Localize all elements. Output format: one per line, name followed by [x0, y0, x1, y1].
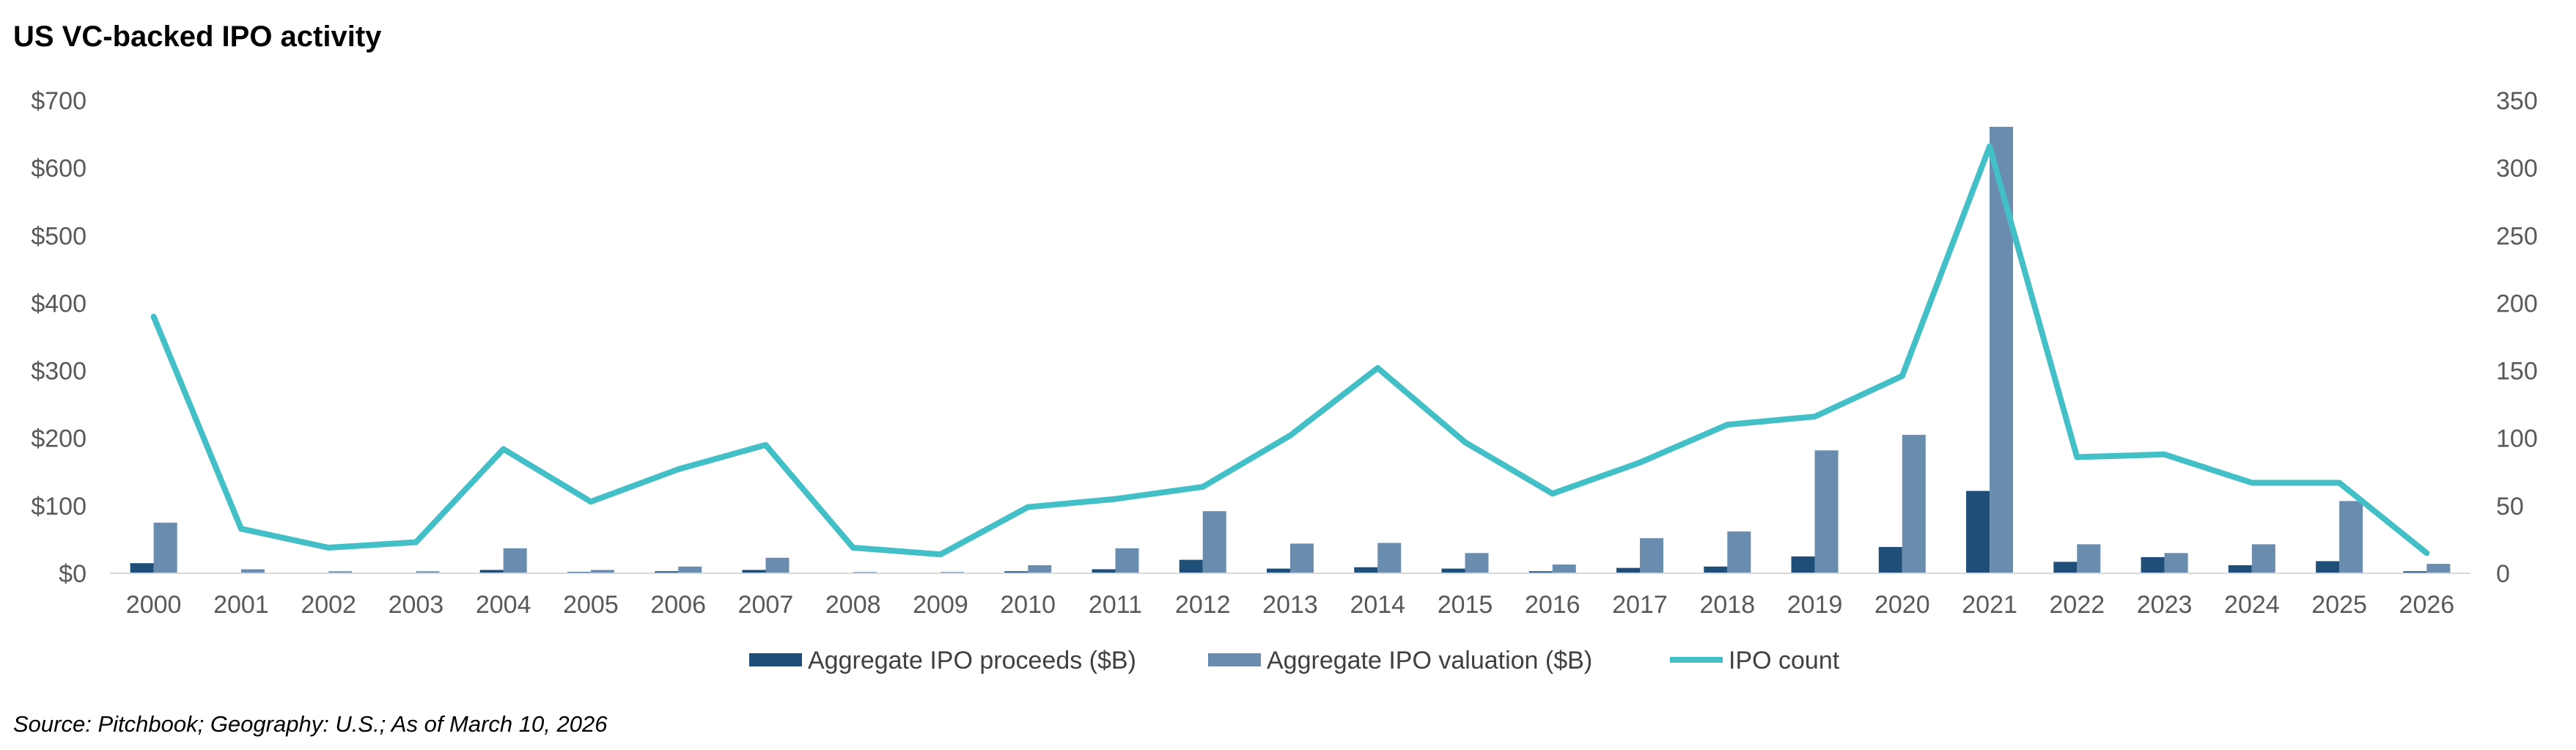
bar-proceeds — [130, 563, 154, 573]
ipo-count-line — [150, 143, 2430, 558]
x-tick-label: 2013 — [1262, 591, 1318, 619]
bar-valuation — [1115, 548, 1139, 573]
y-right-tick-label: 150 — [2496, 358, 2538, 386]
y-right-tick-label: 100 — [2496, 425, 2538, 453]
bar-proceeds — [2053, 562, 2078, 573]
x-tick-label: 2002 — [301, 591, 356, 619]
bar-proceeds — [479, 570, 504, 573]
bar-proceeds — [1267, 568, 1290, 573]
y-left-tick-label: $200 — [31, 425, 87, 453]
x-tick-label: 2001 — [213, 591, 269, 619]
legend-swatch — [749, 653, 802, 666]
bar-proceeds — [2228, 565, 2252, 573]
bar-valuation — [1552, 565, 1576, 573]
x-tick-label: 2018 — [1699, 591, 1755, 619]
x-tick-label: 2003 — [389, 591, 444, 619]
y-left-tick-label: $400 — [31, 290, 87, 317]
x-tick-label: 2004 — [476, 591, 531, 619]
x-tick-label: 2016 — [1525, 591, 1580, 619]
y-right-tick-label: 200 — [2496, 290, 2538, 317]
bar-proceeds — [1791, 556, 1815, 573]
bar-valuation — [2251, 544, 2275, 573]
x-tick-label: 2026 — [2399, 591, 2455, 619]
x-tick-label: 2021 — [1962, 591, 2017, 619]
bar-valuation — [1814, 450, 1839, 573]
x-tick-label: 2007 — [738, 591, 794, 619]
bar-valuation — [1377, 543, 1402, 573]
bar-proceeds — [1441, 568, 1465, 573]
bar-valuation — [1902, 435, 1926, 573]
x-tick-label: 2023 — [2137, 591, 2193, 619]
x-tick-label: 2020 — [1874, 591, 1930, 619]
bar-valuation — [503, 548, 527, 573]
legend-label: Aggregate IPO valuation ($B) — [1267, 647, 1592, 674]
bar-valuation — [1202, 511, 1226, 573]
bar-valuation — [1727, 531, 1751, 573]
x-tick-label: 2005 — [563, 591, 619, 619]
bar-valuation — [2339, 501, 2363, 573]
bar-valuation — [153, 522, 177, 573]
bar-valuation — [678, 566, 702, 573]
y-right-tick-label: 350 — [2496, 87, 2538, 115]
y-left-tick-label: $500 — [31, 222, 87, 250]
bar-valuation — [765, 557, 790, 573]
bar-valuation — [590, 570, 614, 573]
bar-valuation — [1290, 543, 1314, 573]
legend-label: Aggregate IPO proceeds ($B) — [808, 647, 1136, 674]
bar-valuation — [2164, 553, 2188, 573]
bar-proceeds — [2316, 561, 2340, 573]
y-left-tick-label: $600 — [31, 155, 87, 183]
bar-valuation — [240, 569, 265, 573]
bar-proceeds — [1179, 559, 1203, 573]
bar-valuation — [1465, 553, 1489, 573]
x-tick-label: 2011 — [1089, 591, 1142, 619]
x-tick-label: 2019 — [1787, 591, 1843, 619]
y-right-tick-label: 50 — [2496, 493, 2524, 521]
y-left-tick-label: $100 — [31, 493, 87, 521]
bar-proceeds — [1878, 547, 1902, 573]
bar-valuation — [328, 571, 353, 573]
y-left-tick-label: $700 — [31, 87, 87, 115]
y-right-tick-label: 300 — [2496, 155, 2538, 183]
bar-proceeds — [1528, 571, 1553, 573]
x-tick-label: 2010 — [1000, 591, 1056, 619]
bar-proceeds — [1616, 567, 1641, 573]
bar-proceeds — [1092, 569, 1116, 573]
legend-label: IPO count — [1729, 647, 1840, 674]
x-tick-label: 2009 — [913, 591, 968, 619]
bar-valuation — [2077, 544, 2101, 573]
bar-proceeds — [2403, 571, 2427, 573]
bar-proceeds — [2141, 556, 2165, 573]
bar-proceeds — [1004, 571, 1028, 573]
x-tick-label: 2006 — [650, 591, 706, 619]
bar-proceeds — [655, 571, 679, 573]
source-note: Source: Pitchbook; Geography: U.S.; As o… — [13, 711, 608, 737]
x-tick-label: 2025 — [2311, 591, 2367, 619]
bar-valuation — [1028, 565, 1052, 573]
x-tick-label: 2008 — [825, 591, 881, 619]
x-tick-label: 2017 — [1612, 591, 1668, 619]
x-tick-label: 2015 — [1438, 591, 1493, 619]
bar-valuation — [1990, 126, 2014, 573]
bar-valuation — [2426, 564, 2451, 573]
x-tick-label: 2000 — [126, 591, 182, 619]
y-right-tick-label: 0 — [2496, 560, 2510, 588]
x-tick-label: 2012 — [1175, 591, 1231, 619]
bar-valuation — [416, 571, 440, 573]
bar-proceeds — [1704, 566, 1728, 573]
chart-title: US VC-backed IPO activity — [13, 21, 382, 53]
x-tick-label: 2024 — [2224, 591, 2280, 619]
x-tick-label: 2022 — [2050, 591, 2105, 619]
bar-proceeds — [742, 570, 766, 573]
legend-swatch — [1208, 653, 1261, 666]
y-left-tick-label: $0 — [59, 560, 87, 588]
y-left-tick-label: $300 — [31, 358, 87, 386]
y-right-tick-label: 250 — [2496, 222, 2538, 250]
bar-proceeds — [1966, 490, 1990, 573]
bar-valuation — [1640, 538, 1664, 573]
bar-proceeds — [1354, 567, 1378, 573]
x-tick-label: 2014 — [1350, 591, 1405, 619]
